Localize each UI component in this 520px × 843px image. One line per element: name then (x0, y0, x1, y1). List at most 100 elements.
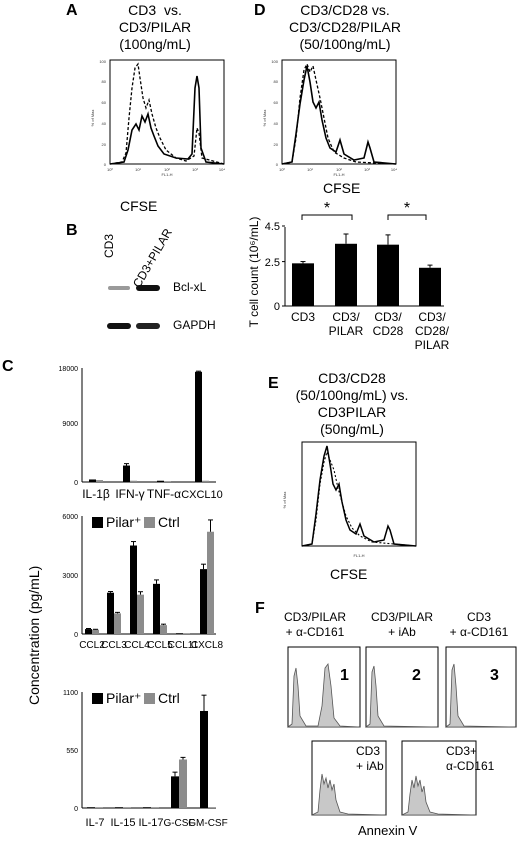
cytokine-bar (137, 594, 144, 634)
cytokine-bar (164, 481, 171, 482)
cyt-mid-ytick: 0 (74, 632, 78, 639)
histogram-a-curve-cd3 (109, 62, 225, 165)
histogram-e-curve-pilar (301, 445, 417, 547)
histogram-a-ytick: 20 (102, 142, 107, 147)
cytokine-bar (123, 807, 131, 808)
cytokine-bar (89, 479, 96, 482)
annexin-5-histogram (401, 775, 477, 816)
histogram-a-ytick: 100 (99, 59, 106, 64)
legend-swatch-ctrl (144, 693, 155, 704)
cyt-top-ytick: 0 (74, 480, 78, 487)
cyt-mid-xlabel: CCL4 (124, 640, 150, 651)
cytokine-chart-mid: 0 3000 6000 Pilar⁺ Ctrl CCL2 CCL3 CCL4 C… (62, 514, 223, 651)
cyt-bot-xlabel: IL-17 (138, 817, 163, 829)
histogram-d-curve-pilar (281, 65, 397, 165)
legend-label-pilar: Pilar⁺ (106, 514, 141, 530)
cytokine-bar (200, 569, 207, 634)
cytokine-bar (195, 371, 202, 482)
cytokine-bar (123, 465, 130, 482)
histogram-d-yaxis-label: % of Max (262, 110, 267, 127)
tcell-bar (292, 263, 314, 306)
cyt-top-xlabel: IL-1β (82, 487, 110, 501)
cyt-mid-xlabel: CCL11 (168, 640, 199, 651)
blot-lane-label-pilar: CD3+PILAR (130, 226, 175, 290)
cyt-top-xlabel: CXCL10 (181, 489, 223, 501)
cytokine-bar (143, 807, 151, 808)
cyt-top-ytick: 9000 (62, 421, 78, 428)
blot-band-label-bclxl: Bcl-xL (173, 280, 207, 294)
tcell-bar (335, 243, 357, 306)
cyt-mid-xlabel: CCL2 (79, 640, 105, 651)
cytokine-bar (202, 480, 209, 482)
cytokine-bar (85, 629, 92, 634)
panel-f-annexin-label: Annexin V (358, 823, 418, 838)
cytokine-bar (153, 583, 160, 634)
cyt-top-xlabel: TNF-α (147, 487, 181, 501)
tcell-xlabel-cd28: CD3/ CD28 (372, 310, 404, 338)
histogram-d-xtick: 10⁴ (391, 167, 397, 172)
annexin-histogram-1: 1 (286, 646, 361, 728)
cytokine-bar (114, 613, 121, 634)
cyt-bot-xlabel: IL-7 (86, 817, 105, 829)
blot-band-bclxl-pilar (136, 285, 160, 291)
annexin-1-histogram (286, 662, 361, 728)
annexin-2-number: 2 (412, 667, 421, 684)
panel-e-cfse-label: CFSE (330, 566, 368, 582)
cytokine-bar (157, 480, 164, 482)
histogram-a-ytick: 60 (102, 100, 107, 105)
legend-swatch-pilar (92, 693, 103, 704)
panel-d-letter: D (254, 2, 266, 19)
annexin-4-histogram (311, 773, 387, 816)
cyt-bot-xlabel: IL-15 (110, 817, 135, 829)
cyt-bot-xlabel: G-CSF (163, 818, 194, 829)
tcell-xlabel-cd3: CD3 (290, 310, 315, 324)
tcell-ytick-label: 4.5 (265, 221, 280, 233)
tcell-bar (377, 244, 399, 306)
cyt-bot-ytick: 1100 (63, 690, 78, 697)
annexin-3-histogram (444, 663, 517, 728)
histogram-a-curve-pilar (109, 75, 225, 165)
histogram-d-curve-cd28 (281, 62, 397, 165)
cytokine-bar (87, 807, 95, 808)
histogram-d-ytick: 100 (271, 59, 278, 64)
histogram-d-xtick: 10³ (364, 167, 370, 172)
cytokine-bar (160, 625, 167, 634)
cyt-mid-xlabel: CXCL8 (191, 640, 224, 651)
legend-swatch-pilar (92, 517, 103, 528)
histogram-d-frame (281, 59, 397, 165)
histogram-a-xtick: 10¹ (135, 167, 141, 172)
cytokine-bar (107, 592, 114, 634)
histogram-a-xtick: 10⁴ (219, 167, 225, 172)
panel-a-title: CD3 vs. CD3/PILAR (100ng/mL) (118, 2, 192, 52)
panel-e-title: CD3/CD28 (50/100ng/mL) vs. CD3PILAR (50n… (295, 370, 409, 437)
tcell-count-bar-chart: T cell count (10⁶/mL) 0 2.5 4.5 * * (247, 200, 444, 328)
blot-band-gapdh-cd3 (107, 323, 131, 329)
panel-c-letter: C (2, 358, 14, 375)
histogram-d-xaxis-label: FL1-H (333, 172, 344, 177)
tcell-ytick-label: 0 (274, 301, 280, 313)
histogram-a: 0 20 40 60 80 100 % of Max 10⁰ 10¹ 10² 1… (90, 59, 225, 177)
histogram-d-ytick: 40 (274, 121, 279, 126)
cyt-mid-ytick: 3000 (62, 573, 78, 580)
cyt-bot-ytick: 0 (74, 806, 78, 813)
cytokine-bar (151, 807, 159, 808)
panel-f-header-3: CD3 + α-CD161 (449, 610, 509, 639)
cyt-bot-ytick: 550 (66, 748, 78, 755)
legend-label-pilar: Pilar⁺ (106, 690, 141, 706)
cytokine-bar (176, 633, 183, 634)
histogram-a-xtick: 10⁰ (107, 167, 113, 172)
tcell-ytick-label: 2.5 (265, 257, 280, 269)
histogram-e-curve-cd28 (301, 450, 417, 547)
histogram-d-xtick: 10² (336, 167, 342, 172)
histogram-d-xtick: 10¹ (307, 167, 313, 172)
legend-label-ctrl: Ctrl (158, 690, 180, 706)
histogram-d-ytick: 80 (274, 79, 279, 84)
tcell-ylabel: T cell count (10⁶/mL) (247, 217, 261, 328)
histogram-a-ytick: 0 (104, 162, 107, 167)
cytokine-bar (179, 759, 187, 808)
histogram-a-frame (109, 59, 225, 165)
panel-f-lower-label-2: CD3+ α-CD161 (446, 744, 495, 773)
histogram-a-yaxis-label: % of Max (90, 110, 95, 127)
significance-star-2: * (404, 200, 410, 217)
histogram-e-xaxis-label: FL1-H (353, 553, 364, 558)
